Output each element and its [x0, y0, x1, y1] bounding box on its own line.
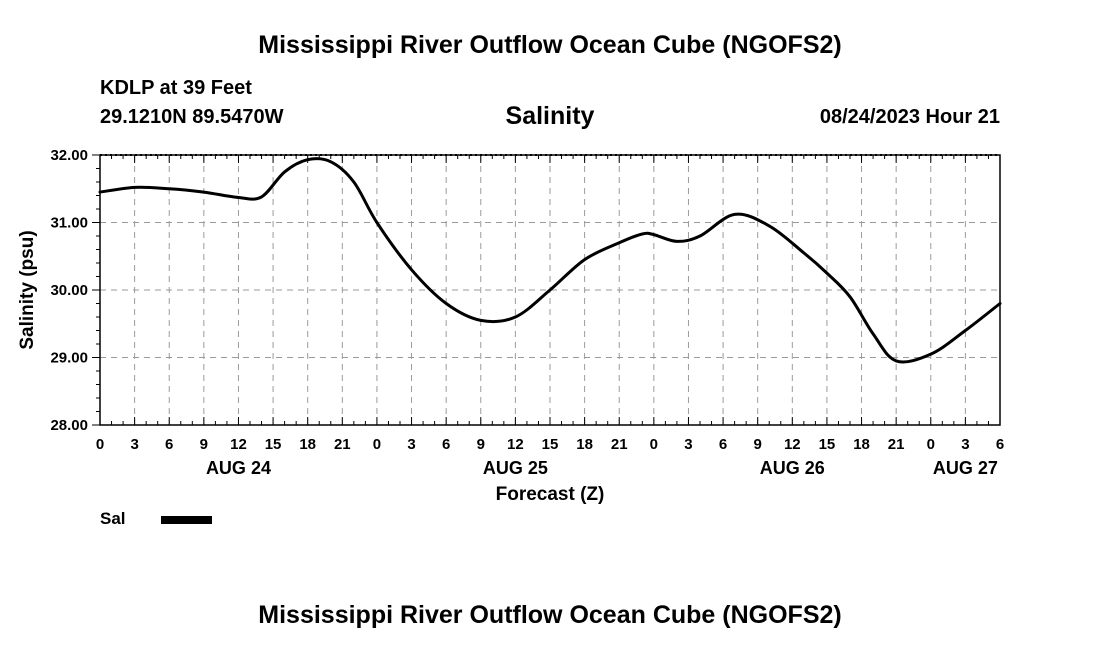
x-tick-label: 15	[819, 436, 836, 453]
y-tick-label: 29.00	[50, 350, 88, 367]
x-tick-label: 12	[507, 436, 524, 453]
x-tick-label: 0	[927, 436, 935, 453]
x-tick-label: 6	[996, 436, 1004, 453]
y-axis-label: Salinity (psu)	[17, 230, 38, 349]
date-label: AUG 26	[760, 458, 825, 478]
x-tick-label: 9	[477, 436, 485, 453]
x-tick-label: 6	[442, 436, 450, 453]
station-label: KDLP at 39 Feet	[100, 77, 252, 99]
x-tick-label: 15	[542, 436, 559, 453]
y-tick-label: 32.00	[50, 147, 88, 164]
y-tick-label: 30.00	[50, 282, 88, 299]
date-label: AUG 24	[206, 458, 271, 478]
chart-title-top: Mississippi River Outflow Ocean Cube (NG…	[258, 31, 842, 59]
x-tick-label: 3	[130, 436, 138, 453]
station-coordinates: 29.1210N 89.5470W	[100, 106, 284, 128]
axis-labels: 0 3 6 9 12 15 18 21 0 3 6 9 12 15 18 21 0 3 6 9 12 15 18 21 0 3 6 2…	[50, 147, 1004, 478]
x-tick-label: 3	[684, 436, 692, 453]
x-tick-label: 15	[265, 436, 282, 453]
date-label: AUG 25	[483, 458, 548, 478]
x-tick-label: 18	[853, 436, 870, 453]
x-tick-label: 21	[888, 436, 905, 453]
x-tick-label: 21	[611, 436, 628, 453]
x-tick-label: 12	[230, 436, 247, 453]
legend-line-swatch	[161, 516, 212, 524]
date-label: AUG 27	[933, 458, 998, 478]
chart-title: Salinity	[505, 102, 595, 130]
legend-label: Sal	[100, 509, 126, 528]
x-tick-label: 12	[784, 436, 801, 453]
x-tick-label: 0	[373, 436, 381, 453]
x-tick-label: 6	[165, 436, 173, 453]
x-tick-label: 3	[407, 436, 415, 453]
forecast-datetime: 08/24/2023 Hour 21	[819, 106, 1000, 128]
x-axis-label: Forecast (Z)	[496, 484, 605, 505]
x-tick-label: 18	[576, 436, 593, 453]
x-tick-label: 3	[961, 436, 969, 453]
x-tick-label: 9	[754, 436, 762, 453]
y-tick-label: 31.00	[50, 215, 88, 232]
y-tick-label: 28.00	[50, 417, 88, 434]
x-tick-label: 21	[334, 436, 351, 453]
x-tick-label: 9	[200, 436, 208, 453]
x-tick-label: 0	[96, 436, 104, 453]
x-tick-label: 0	[650, 436, 658, 453]
chart-title-bottom: Mississippi River Outflow Ocean Cube (NG…	[258, 601, 842, 629]
x-tick-label: 6	[719, 436, 727, 453]
x-tick-label: 18	[299, 436, 316, 453]
salinity-series-line	[98, 157, 1002, 364]
